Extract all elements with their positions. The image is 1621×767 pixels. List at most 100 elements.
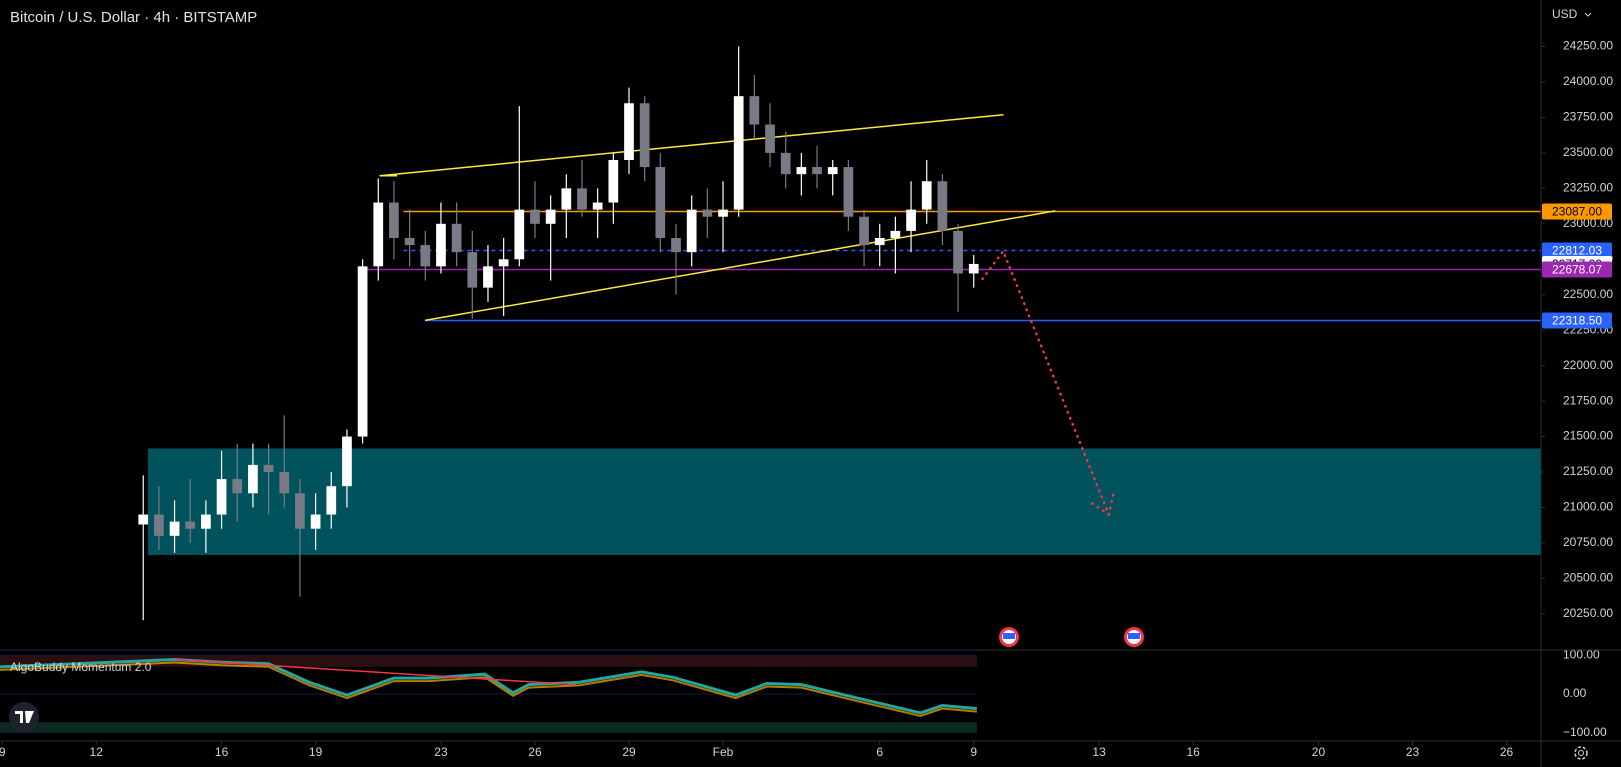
candle-body [467,252,478,288]
candle-body [624,103,634,160]
candle-body [310,514,321,529]
event-flag[interactable] [1124,627,1144,647]
candle-body [263,464,274,472]
y-tick-label: 24250.00 [1563,39,1613,53]
x-tick-label: 23 [1406,745,1420,759]
candle-body [718,209,728,217]
candle-body [686,209,697,253]
candle-body [749,96,760,125]
momentum-signal [0,661,977,717]
indicator-zone [0,722,977,733]
candle-body [451,223,462,253]
x-tick-label: 16 [215,745,229,759]
candle-body [169,521,180,536]
price-tag-label: 22678.07 [1552,263,1602,277]
y-tick-label: 22000.00 [1563,358,1613,372]
candle-body [436,223,446,267]
y-tick-label: 21250.00 [1563,464,1613,478]
candle-body [796,167,807,175]
candle-body [404,237,415,246]
price-tag [1542,312,1612,329]
candle-body [216,479,227,515]
y-tick-label: 23250.00 [1563,181,1613,195]
candle-body [561,188,572,210]
price-tag-label: 22812.03 [1552,244,1602,258]
y-tick-label: 22500.00 [1563,287,1613,301]
back-layer [0,210,1541,734]
candle-body [483,266,493,288]
demand-zone [147,448,1541,555]
candle-body [812,167,822,175]
x-tick-label: 12 [90,745,104,759]
indicator-tick-label: 100.00 [1563,647,1600,661]
y-tick-label: 23500.00 [1563,145,1613,159]
candle-body [248,464,258,494]
main-layer: 20250.00 20500.00 20750.00 21000.00 21250.00… [0,39,1613,759]
event-flag[interactable] [999,627,1019,647]
candle-body [608,159,619,203]
candle-body [514,209,525,260]
candle-body [420,245,431,267]
currency-caret[interactable] [1584,12,1592,17]
indicator-zone [0,655,977,667]
candle-body [295,493,305,529]
candle-body [921,181,932,210]
currency[interactable]: USD [1552,7,1578,21]
price-tag [1542,242,1612,259]
projection-arrowhead [1089,501,1111,516]
price-tag-label: 23087.00 [1552,205,1602,219]
x-tick-label: 26 [1500,745,1514,759]
candle-body [342,436,352,487]
price-tag [1542,203,1612,220]
price-tag [1542,261,1612,278]
candle-body [201,514,211,529]
x-tick-label: 29 [622,745,636,759]
y-tick-label: 23000.00 [1563,216,1613,230]
y-tick-label: 20750.00 [1563,535,1613,549]
candle-body [859,216,869,246]
x-tick-label: 9 [970,745,977,759]
x-tick-label: 19 [309,745,323,759]
candle-body [232,479,243,494]
candle-body [827,167,838,175]
candle-body [530,209,540,224]
chart-title: Bitcoin / U.S. Dollar · 4h · BITSTAMP [10,9,257,26]
candle-body [498,259,509,267]
candle-body [185,521,196,529]
indicator-trendline [174,658,576,686]
x-tick-label: 13 [1092,745,1106,759]
candle-body [874,237,885,246]
projection-arrowhead [1107,491,1115,516]
trendline [379,113,1004,177]
x-tick-label: 26 [528,745,542,759]
candle-body [890,230,901,238]
y-tick-label: 20500.00 [1563,571,1613,585]
indicator-tick-label: 0.00 [1563,686,1587,700]
candle-body [843,167,854,217]
y-tick-label: 21750.00 [1563,393,1613,407]
candle-body [639,103,650,168]
candle-body [326,486,337,515]
indicator-title: AlgoBuddy Momentum 2.0 [10,660,152,674]
candle-body [577,188,587,210]
candle-body [780,152,791,175]
candle-body [671,237,681,253]
candle-body [279,472,290,494]
candle-body [906,209,916,231]
candle-body [765,124,775,153]
y-tick-label: 23750.00 [1563,110,1613,124]
candle-body [389,202,399,238]
indicator-tick-label: −100.00 [1563,725,1607,739]
x-tick-label: 9 [0,745,6,759]
candle-body [373,202,384,267]
candle-body [953,230,963,274]
trendline [424,210,1056,322]
candle-body [702,209,713,217]
settings-gear[interactable] [1574,746,1588,760]
tradingview-logo[interactable] [9,702,39,732]
candle-body [968,263,979,274]
y-tick-label: 24000.00 [1563,74,1613,88]
y-tick-label: 20250.00 [1563,606,1613,620]
candle-body [733,96,744,210]
